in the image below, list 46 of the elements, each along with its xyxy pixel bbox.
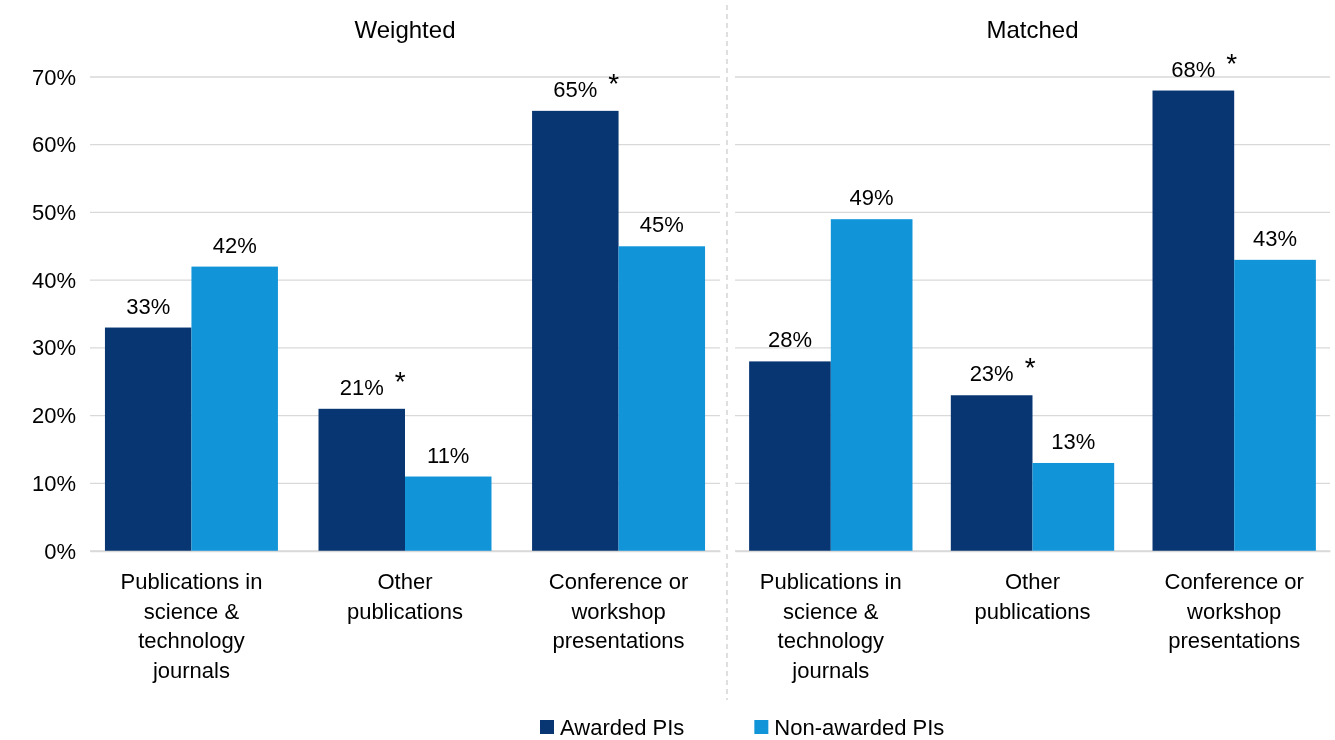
bar <box>532 110 619 551</box>
y-tick-label: 30% <box>31 335 76 361</box>
bar <box>1152 90 1235 551</box>
bar <box>950 395 1033 551</box>
y-tick-label: 40% <box>31 267 76 293</box>
data-label: 42% <box>212 232 257 258</box>
data-label: 43% <box>1253 225 1298 251</box>
data-label: 49% <box>849 185 894 211</box>
bar <box>618 246 706 551</box>
data-label: 28% <box>767 327 812 353</box>
y-tick-label: 60% <box>31 132 76 158</box>
x-tick-label: Publications in science & technology journals <box>120 568 263 684</box>
y-tick-label: 70% <box>31 64 76 90</box>
y-tick-label: 50% <box>31 199 76 225</box>
legend-label: Non-awarded PIs <box>774 715 945 740</box>
annotation: * <box>1024 352 1036 384</box>
data-label: 33% <box>126 293 171 319</box>
annotation: * <box>394 365 406 397</box>
x-tick-label: Publications in science & technology journals <box>759 568 902 684</box>
bar <box>1032 462 1115 551</box>
data-label: 68% <box>1171 56 1216 82</box>
x-tick-label: Conference or workshop presentations <box>1164 568 1304 654</box>
data-label: 21% <box>339 374 384 400</box>
y-tick-label: 0% <box>44 538 76 564</box>
data-label: 11% <box>427 442 470 468</box>
data-label: 23% <box>969 361 1014 387</box>
data-label: 45% <box>639 212 684 238</box>
x-tick-label: Other publications <box>346 568 464 624</box>
legend-label: Awarded PIs <box>560 715 685 740</box>
data-label: 13% <box>1051 428 1096 454</box>
x-tick-label: Conference or workshop presentations <box>548 568 689 654</box>
bar <box>830 219 913 551</box>
y-tick-label: 10% <box>31 470 76 496</box>
chart-title: Matched <box>986 16 1079 43</box>
data-label: 65% <box>553 76 598 102</box>
bar <box>318 408 405 551</box>
bar <box>191 266 278 551</box>
x-tick-label: Other publications <box>974 568 1091 624</box>
chart-title: Weighted <box>354 16 456 43</box>
bar <box>405 476 492 551</box>
bar <box>749 361 831 551</box>
annotation: * <box>1226 47 1238 79</box>
y-tick-label: 20% <box>31 403 76 429</box>
annotation: * <box>608 67 620 99</box>
bar <box>104 327 192 551</box>
bar <box>1234 259 1316 551</box>
